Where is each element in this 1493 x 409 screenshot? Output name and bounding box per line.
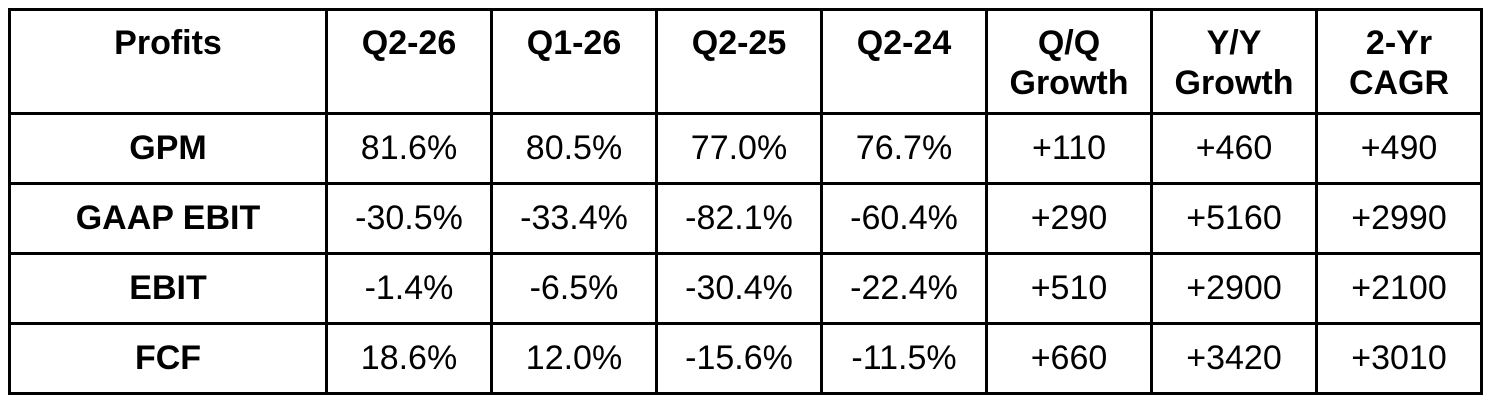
table-cell: -60.4% — [820, 182, 988, 255]
table-cell: +490 — [1315, 112, 1483, 185]
table-cell: 12.0% — [490, 322, 658, 395]
table-cell: 80.5% — [490, 112, 658, 185]
row-label-ebit: EBIT — [8, 252, 328, 325]
column-header-q2-25: Q2-25 — [655, 8, 823, 115]
table-cell: +110 — [985, 112, 1153, 185]
column-header-q2-26: Q2-26 — [325, 8, 493, 115]
header-row: Profits Q2-26 Q1-26 Q2-25 Q2-24 Q/Q Grow… — [8, 8, 1483, 115]
table-cell: -22.4% — [820, 252, 988, 325]
table-cell: +5160 — [1150, 182, 1318, 255]
table-cell: -30.4% — [655, 252, 823, 325]
column-header-profits: Profits — [8, 8, 328, 115]
table-cell: -82.1% — [655, 182, 823, 255]
table-cell: +2900 — [1150, 252, 1318, 325]
table-cell: +660 — [985, 322, 1153, 395]
table-cell: 18.6% — [325, 322, 493, 395]
table-cell: +290 — [985, 182, 1153, 255]
table-cell: -11.5% — [820, 322, 988, 395]
table-cell: 77.0% — [655, 112, 823, 185]
column-header-q2-24: Q2-24 — [820, 8, 988, 115]
column-header-q1-26: Q1-26 — [490, 8, 658, 115]
table-cell: +3420 — [1150, 322, 1318, 395]
column-header-yy-growth: Y/Y Growth — [1150, 8, 1318, 115]
profits-table: Profits Q2-26 Q1-26 Q2-25 Q2-24 Q/Q Grow… — [8, 8, 1483, 395]
table-cell: -33.4% — [490, 182, 658, 255]
table-cell: 81.6% — [325, 112, 493, 185]
table-cell: -15.6% — [655, 322, 823, 395]
table-row-fcf: FCF 18.6% 12.0% -15.6% -11.5% +660 +3420… — [8, 322, 1483, 395]
row-label-gpm: GPM — [8, 112, 328, 185]
row-label-gaap-ebit: GAAP EBIT — [8, 182, 328, 255]
table-cell: +510 — [985, 252, 1153, 325]
column-header-2yr-cagr: 2-Yr CAGR — [1315, 8, 1483, 115]
table-cell: -6.5% — [490, 252, 658, 325]
table-cell: -1.4% — [325, 252, 493, 325]
table-cell: +3010 — [1315, 322, 1483, 395]
table-cell: 76.7% — [820, 112, 988, 185]
table-cell: +2990 — [1315, 182, 1483, 255]
column-header-qq-growth: Q/Q Growth — [985, 8, 1153, 115]
row-label-fcf: FCF — [8, 322, 328, 395]
table-row-gaap-ebit: GAAP EBIT -30.5% -33.4% -82.1% -60.4% +2… — [8, 182, 1483, 255]
table-row-ebit: EBIT -1.4% -6.5% -30.4% -22.4% +510 +290… — [8, 252, 1483, 325]
table-cell: +460 — [1150, 112, 1318, 185]
table-row-gpm: GPM 81.6% 80.5% 77.0% 76.7% +110 +460 +4… — [8, 112, 1483, 185]
table-cell: +2100 — [1315, 252, 1483, 325]
table-cell: -30.5% — [325, 182, 493, 255]
